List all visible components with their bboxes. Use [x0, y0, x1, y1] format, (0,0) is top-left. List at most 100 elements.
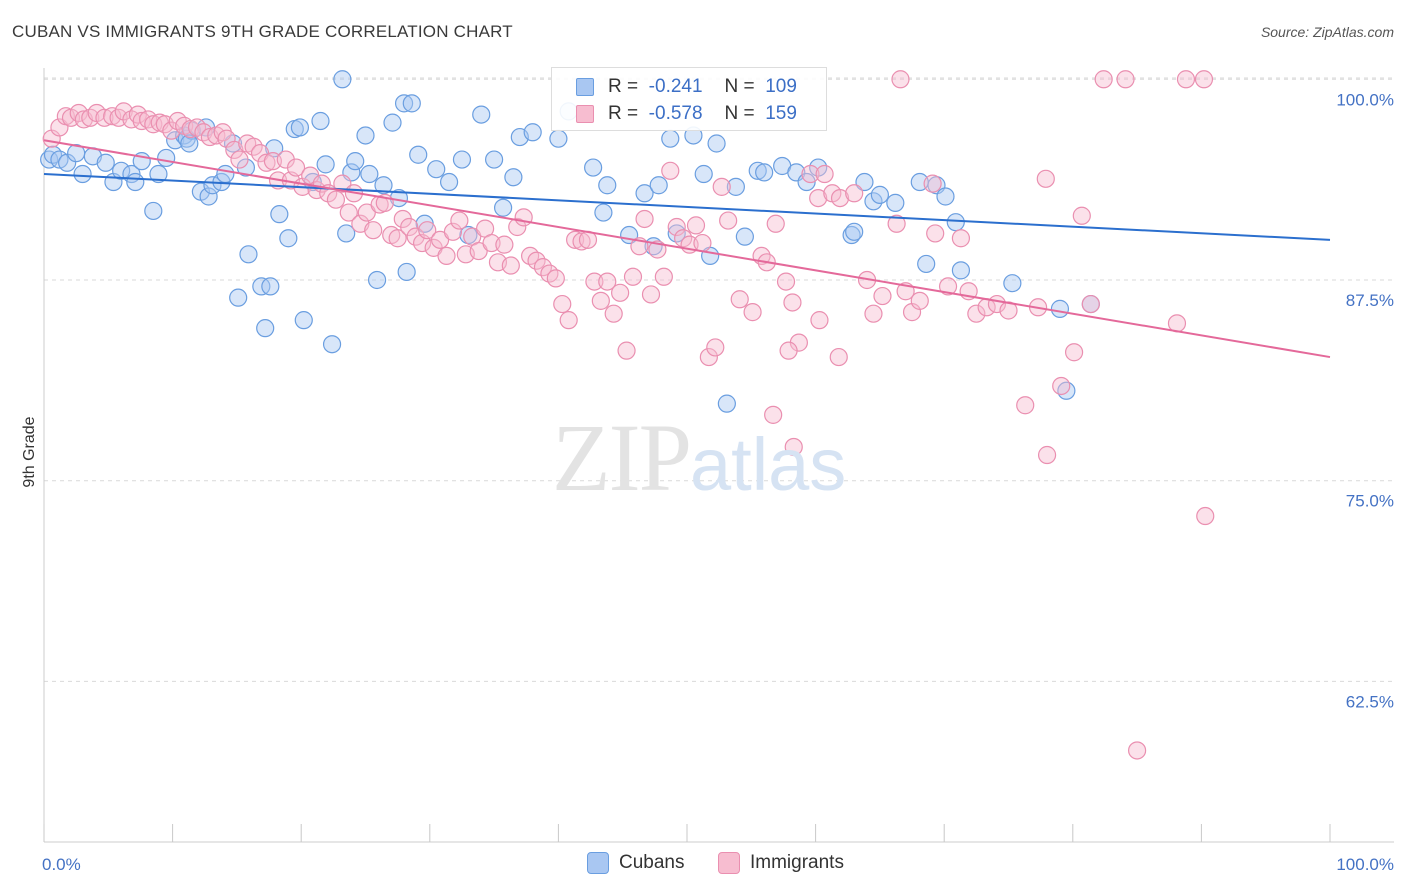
cubans-point — [886, 193, 905, 213]
tick-labels: 62.5% 75.0% 87.5% 100.0% 0.0% 100.0% 9th Grade — [21, 90, 1394, 874]
cubans-point — [333, 70, 352, 89]
axes — [43, 68, 1394, 843]
stats-row-immigrants: R = -0.578 N = 159 — [552, 101, 797, 127]
cubans-point — [1003, 274, 1022, 293]
y-tick-label: 62.5% — [1346, 692, 1394, 711]
cubans-point — [397, 262, 416, 282]
cubans-point — [239, 245, 258, 264]
cubans-point — [427, 160, 446, 179]
immigrants-point — [430, 230, 450, 249]
immigrants-point — [388, 229, 407, 248]
immigrants-point — [1016, 396, 1035, 415]
series-cubans-points — [40, 70, 1100, 413]
cubans-point — [149, 164, 168, 184]
series-legend: Cubans Immigrants — [0, 852, 1406, 878]
immigrants-point — [326, 190, 346, 209]
immigrants-point — [553, 294, 572, 314]
r-label: R = — [608, 76, 639, 97]
cubans-point — [394, 94, 414, 113]
y-tick-label: 100.0% — [1336, 90, 1394, 109]
cubans-point — [694, 164, 713, 184]
cubans-point — [256, 319, 275, 338]
immigrants-point — [845, 184, 864, 203]
cubans-point — [1057, 381, 1076, 400]
immigrants-point — [1194, 70, 1214, 89]
stats-row-cubans: R = -0.241 N = 109 — [552, 74, 797, 100]
immigrants-point — [598, 272, 617, 291]
legend-item-cubans[interactable]: Cubans — [587, 852, 685, 874]
r-label: R = — [608, 103, 639, 124]
immigrants-point — [357, 203, 376, 222]
cubans-trend-line — [43, 173, 1331, 241]
immigrants-point — [635, 209, 654, 229]
immigrants-point — [572, 232, 591, 251]
cubans-point — [311, 111, 330, 131]
immigrants-point — [923, 174, 942, 193]
cubans-point — [951, 261, 971, 280]
immigrants-point — [604, 304, 623, 323]
immigrants-point — [1196, 506, 1215, 526]
cubans-point — [270, 205, 289, 224]
immigrants-point — [1081, 294, 1100, 314]
legend-label: Cubans — [619, 852, 685, 873]
legend-label: Immigrants — [750, 852, 844, 873]
immigrants-point — [469, 241, 488, 261]
n-value: 109 — [765, 76, 797, 97]
watermark-atlas: atlas — [690, 423, 847, 506]
immigrants-point — [830, 188, 850, 208]
cubans-point — [845, 222, 864, 241]
immigrants-point — [776, 272, 796, 291]
cubans-point — [144, 201, 163, 221]
immigrants-swatch — [576, 105, 594, 123]
immigrants-point — [699, 347, 718, 367]
cubans-point — [842, 225, 861, 245]
immigrants-point — [719, 211, 738, 230]
cubans-point — [356, 126, 375, 145]
immigrants-point — [967, 304, 986, 323]
immigrants-point — [230, 150, 249, 169]
cubans-point — [649, 176, 668, 195]
immigrants-point — [132, 111, 151, 131]
cubans-point — [112, 161, 131, 180]
legend-item-immigrants[interactable]: Immigrants — [718, 852, 844, 874]
cubans-point — [180, 134, 199, 153]
zipatlas-watermark: ZIPatlas — [552, 402, 846, 513]
immigrants-point — [437, 246, 456, 266]
n-label: N = — [724, 76, 755, 97]
cubans-point — [523, 123, 542, 142]
immigrants-point — [611, 283, 630, 302]
immigrants-point — [257, 153, 276, 172]
immigrants-point — [1064, 343, 1084, 362]
cubans-point — [635, 184, 654, 203]
immigrants-point — [623, 267, 643, 286]
immigrants-point — [654, 267, 673, 286]
cubans-point — [946, 213, 965, 232]
immigrants-point — [693, 233, 712, 253]
immigrants-point — [443, 222, 463, 241]
cubans-point — [322, 335, 342, 354]
cubans-point — [1050, 299, 1070, 318]
cubans-point — [229, 288, 248, 307]
cubans-point — [374, 176, 393, 195]
immigrants-point — [1176, 70, 1196, 89]
immigrants-point — [887, 214, 906, 233]
stats-legend: R = -0.241 N = 109 R = -0.578 N = 159 — [551, 67, 827, 131]
immigrants-point — [339, 203, 358, 222]
immigrants-point — [418, 221, 437, 240]
cubans-point — [439, 172, 459, 192]
immigrants-point — [783, 293, 802, 312]
y-tick-label: 87.5% — [1346, 291, 1394, 310]
immigrants-point — [508, 217, 527, 237]
cubans-point — [452, 150, 472, 169]
cubans-point — [360, 164, 379, 184]
immigrants-swatch — [718, 852, 740, 874]
cubans-point — [126, 172, 145, 192]
cubans-point — [717, 394, 736, 413]
cubans-point — [855, 172, 874, 192]
immigrants-point — [1036, 169, 1055, 188]
immigrants-point — [951, 229, 971, 248]
immigrants-point — [829, 347, 848, 367]
cubans-point — [337, 224, 356, 243]
cubans-point — [707, 134, 726, 153]
cubans-point — [504, 168, 523, 187]
